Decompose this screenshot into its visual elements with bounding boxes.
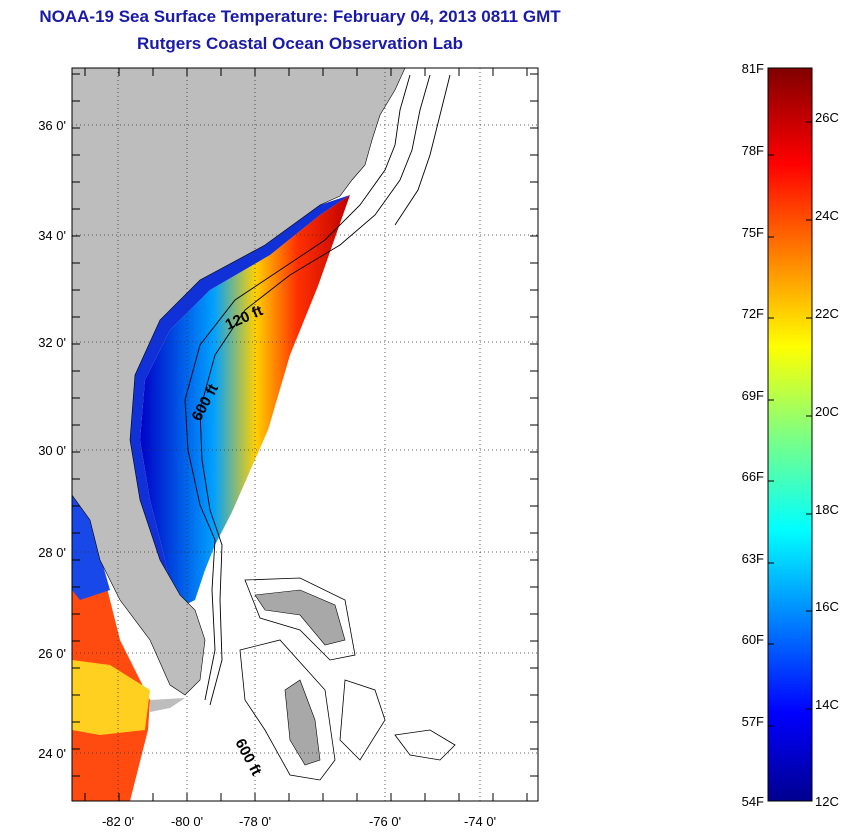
lon-label-74: -74 0' bbox=[464, 814, 496, 829]
colorbar-f-57: 57F bbox=[742, 714, 764, 729]
land-keys bbox=[150, 698, 185, 712]
colorbar-c-16: 16C bbox=[815, 599, 839, 614]
colorbar-c-20: 20C bbox=[815, 404, 839, 419]
colorbar-c-14: 14C bbox=[815, 697, 839, 712]
lat-label-30: 30 0' bbox=[38, 443, 66, 458]
lon-label-78: -78 0' bbox=[239, 814, 271, 829]
lat-label-24: 24 0' bbox=[38, 746, 66, 761]
colorbar-f-66: 66F bbox=[742, 469, 764, 484]
lon-label-82: -82 0' bbox=[102, 814, 134, 829]
lat-label-34: 34 0' bbox=[38, 228, 66, 243]
bank-contour-1 bbox=[244, 577, 356, 661]
bank-contour-2 bbox=[239, 639, 336, 781]
colorbar-f-60: 60F bbox=[742, 632, 764, 647]
colorbar-f-72: 72F bbox=[742, 306, 764, 321]
land-bahamas-abaco bbox=[254, 589, 346, 646]
map-content bbox=[72, 68, 456, 801]
colorbar-ticks bbox=[768, 121, 812, 727]
sst-swath bbox=[140, 195, 350, 610]
colorbar-c-22: 22C bbox=[815, 306, 839, 321]
colorbar-f-81: 81F bbox=[742, 61, 764, 76]
colorbar-f-63: 63F bbox=[742, 551, 764, 566]
colorbar-c-24: 24C bbox=[815, 208, 839, 223]
map-title: NOAA-19 Sea Surface Temperature: Februar… bbox=[39, 7, 561, 26]
isobath-600ft bbox=[199, 74, 431, 706]
isobath-120ft bbox=[184, 74, 411, 701]
lon-label-76: -76 0' bbox=[369, 814, 401, 829]
axis-ticks bbox=[72, 68, 538, 801]
colorbar bbox=[767, 67, 813, 802]
map-subtitle: Rutgers Coastal Ocean Observation Lab bbox=[137, 34, 463, 53]
colorbar-c-12: 12C bbox=[815, 794, 839, 809]
map-frame bbox=[71, 67, 539, 802]
colorbar-f-75: 75F bbox=[742, 225, 764, 240]
sst-coastal-cold-band bbox=[128, 195, 350, 610]
bank-contour-4 bbox=[394, 729, 456, 761]
isobath-deep bbox=[394, 74, 451, 226]
graticule bbox=[72, 68, 538, 801]
colorbar-f-78: 78F bbox=[742, 143, 764, 158]
colorbar-c-18: 18C bbox=[815, 502, 839, 517]
lon-label-80: -80 0' bbox=[171, 814, 203, 829]
colorbar-f-69: 69F bbox=[742, 388, 764, 403]
land-bahamas-andros bbox=[284, 679, 321, 766]
lat-label-32: 32 0' bbox=[38, 335, 66, 350]
lat-label-26: 26 0' bbox=[38, 646, 66, 661]
lat-label-28: 28 0' bbox=[38, 545, 66, 560]
land-mainland bbox=[72, 68, 406, 696]
lat-label-36: 36 0' bbox=[38, 118, 66, 133]
colorbar-f-54: 54F bbox=[742, 794, 764, 809]
colorbar-c-26: 26C bbox=[815, 110, 839, 125]
contour-label-600ft-b: 600 ft bbox=[231, 736, 264, 779]
bank-contour-3 bbox=[339, 679, 386, 761]
sst-warm-patch bbox=[72, 660, 150, 735]
sst-cold-patch bbox=[72, 495, 110, 600]
